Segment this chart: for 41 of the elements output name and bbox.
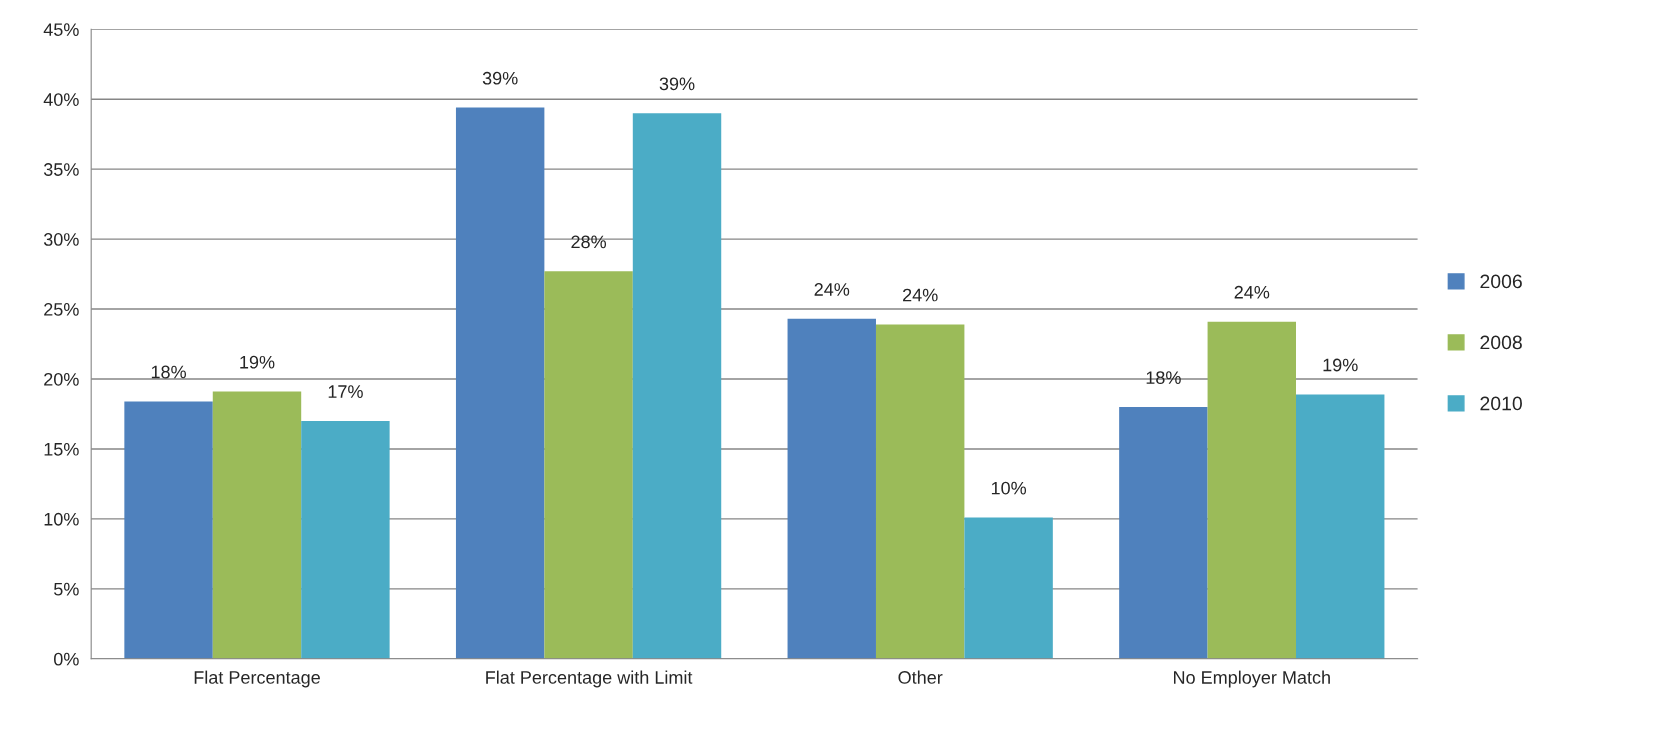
bar	[787, 318, 876, 659]
bar	[455, 107, 545, 659]
data-label: 24%	[814, 283, 850, 296]
bar	[1119, 406, 1208, 659]
bar	[875, 324, 965, 659]
x-tick-label: Flat Percentage	[194, 670, 320, 688]
bar	[301, 420, 390, 659]
data-label: 19%	[240, 355, 275, 369]
y-tick-label: 45%	[43, 23, 79, 36]
data-label: 39%	[482, 71, 518, 85]
x-tick-label: Flat Percentage with Limit	[486, 670, 693, 688]
data-label: 10%	[991, 481, 1027, 495]
x-tick-label: No Employer Match	[1174, 670, 1330, 688]
bar	[632, 113, 722, 659]
bar	[124, 401, 213, 659]
bar	[1296, 394, 1385, 659]
y-tick-label: 0%	[53, 652, 79, 666]
y-tick-label: 10%	[44, 512, 79, 526]
bar	[544, 271, 633, 659]
bar	[1207, 321, 1296, 659]
bar	[212, 391, 302, 659]
data-label: 19%	[1323, 358, 1358, 372]
data-label: 28%	[571, 235, 607, 249]
data-label: 18%	[151, 365, 186, 379]
bar	[964, 517, 1053, 659]
y-tick-label: 15%	[44, 442, 79, 456]
data-label: 24%	[903, 288, 938, 302]
legend-label: 2010	[1480, 396, 1522, 411]
data-label: 24%	[1234, 285, 1270, 299]
data-label: 18%	[1146, 371, 1181, 384]
legend-label: 2006	[1480, 274, 1522, 289]
y-tick-label: 20%	[44, 372, 79, 386]
data-label: 39%	[659, 77, 695, 91]
y-tick-label: 30%	[43, 233, 79, 246]
x-tick-label: Other	[898, 670, 943, 684]
y-tick-label: 25%	[44, 303, 79, 316]
y-tick-label: 40%	[43, 93, 79, 106]
legend-label: 2008	[1480, 335, 1522, 350]
data-label: 17%	[328, 385, 363, 398]
y-tick-label: 5%	[54, 582, 79, 596]
y-tick-label: 35%	[43, 163, 79, 176]
